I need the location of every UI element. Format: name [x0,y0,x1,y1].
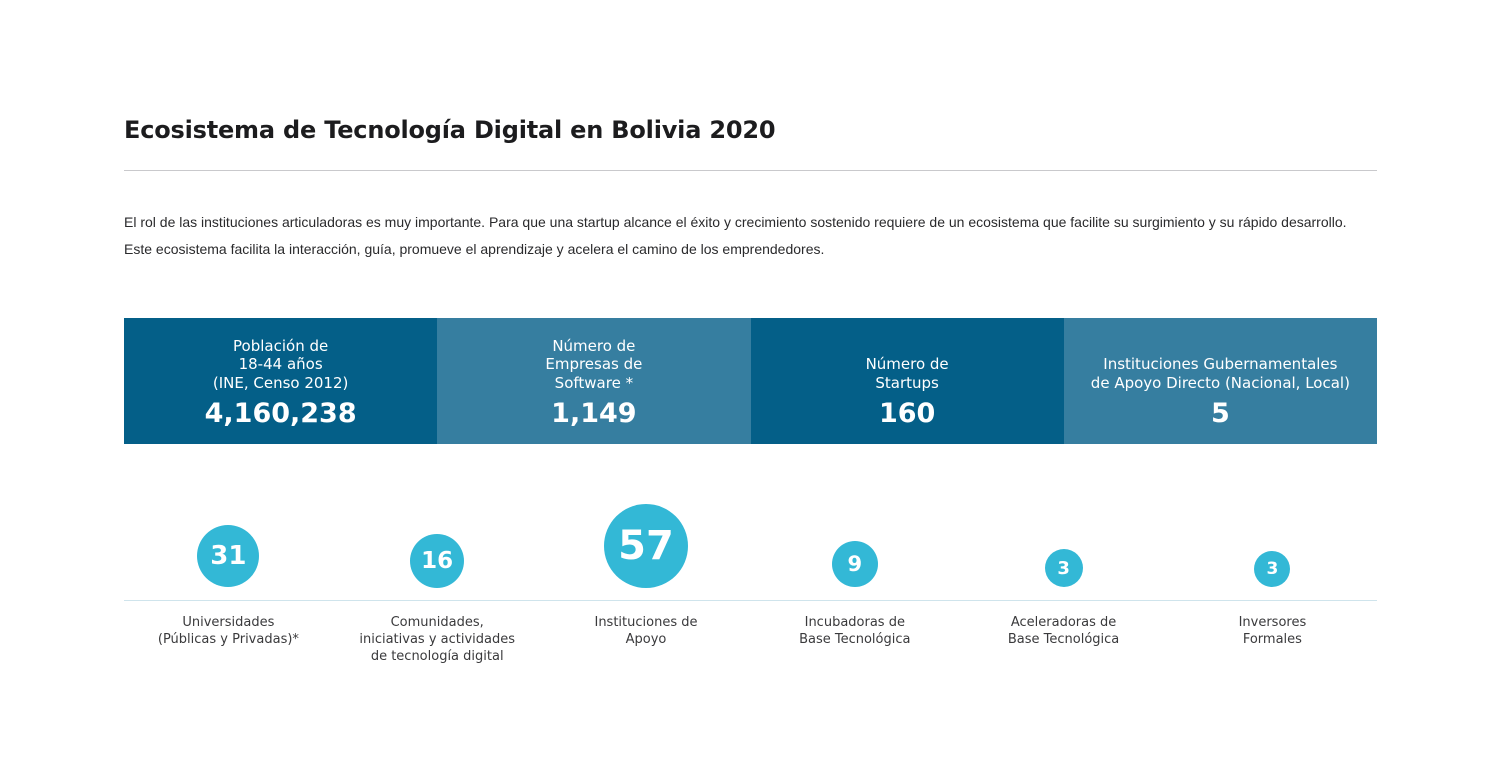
stat-label: Población de 18-44 años (INE, Censo 2012… [212,336,349,392]
stat-card-empresas-software: Número de Empresas de Software * 1,149 [437,318,751,444]
count-bubble: 57 [603,504,688,588]
stat-label: Instituciones Gubernamentales de Apoyo D… [1090,355,1350,392]
count-bubble: 31 [197,525,260,587]
circle-item-instituciones-apoyo: 57 Instituciones de Apoyo [542,480,751,680]
circle-item-comunidades: 16 Comunidades, iniciativas y actividade… [333,480,542,680]
stat-card-poblacion: Población de 18-44 años (INE, Censo 2012… [124,318,438,444]
circle-label: Universidades (Públicas y Privadas)* [157,615,299,647]
stat-label: Número de Empresas de Software * [545,336,643,392]
circle-item-aceleradoras: 3 Aceleradoras de Base Tecnológica [959,480,1168,680]
stat-value: 4,160,238 [204,398,357,429]
count-bubble: 16 [410,534,465,588]
circle-item-universidades: 31 Universidades (Públicas y Privadas)* [124,480,333,680]
circle-item-incubadoras: 9 Incubadoras de Base Tecnológica [750,480,959,680]
circle-label: Instituciones de Apoyo [594,615,698,647]
intro-paragraph: El rol de las instituciones articuladora… [124,214,1347,257]
circle-label: Inversores Formales [1238,615,1307,647]
circle-label: Incubadoras de Base Tecnológica [799,615,911,647]
stat-value: 160 [878,398,936,429]
count-bubble: 3 [1044,549,1083,587]
count-bubble: 9 [831,541,878,587]
ecosystem-circles: 31 Universidades (Públicas y Privadas)* … [124,480,1377,680]
stat-label: Número de Startups [865,355,949,392]
circle-label: Aceleradoras de Base Tecnológica [1007,615,1120,647]
stat-value: 5 [1210,398,1230,429]
title-divider [124,170,1377,171]
circle-label: Comunidades, iniciativas y actividades d… [359,615,516,664]
stat-card-startups: Número de Startups 160 [750,318,1064,444]
circle-item-inversores: 3 Inversores Formales [1168,480,1377,680]
circles-baseline [124,600,1377,601]
stat-card-instituciones-gubernamentales: Instituciones Gubernamentales de Apoyo D… [1063,318,1377,444]
stats-band: Población de 18-44 años (INE, Censo 2012… [124,318,1377,444]
stat-value: 1,149 [551,398,637,429]
page-title: Ecosistema de Tecnología Digital en Boli… [124,116,776,144]
count-bubble: 3 [1254,551,1291,587]
